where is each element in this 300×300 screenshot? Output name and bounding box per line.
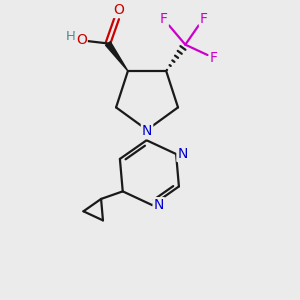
Text: N: N	[154, 198, 164, 212]
Text: F: F	[160, 13, 168, 26]
Text: F: F	[210, 51, 218, 65]
Text: O: O	[76, 34, 87, 47]
Text: H: H	[65, 30, 75, 43]
Text: N: N	[177, 147, 188, 161]
Text: F: F	[200, 13, 208, 26]
Text: O: O	[113, 3, 124, 17]
Text: N: N	[142, 124, 152, 138]
Polygon shape	[106, 42, 128, 71]
